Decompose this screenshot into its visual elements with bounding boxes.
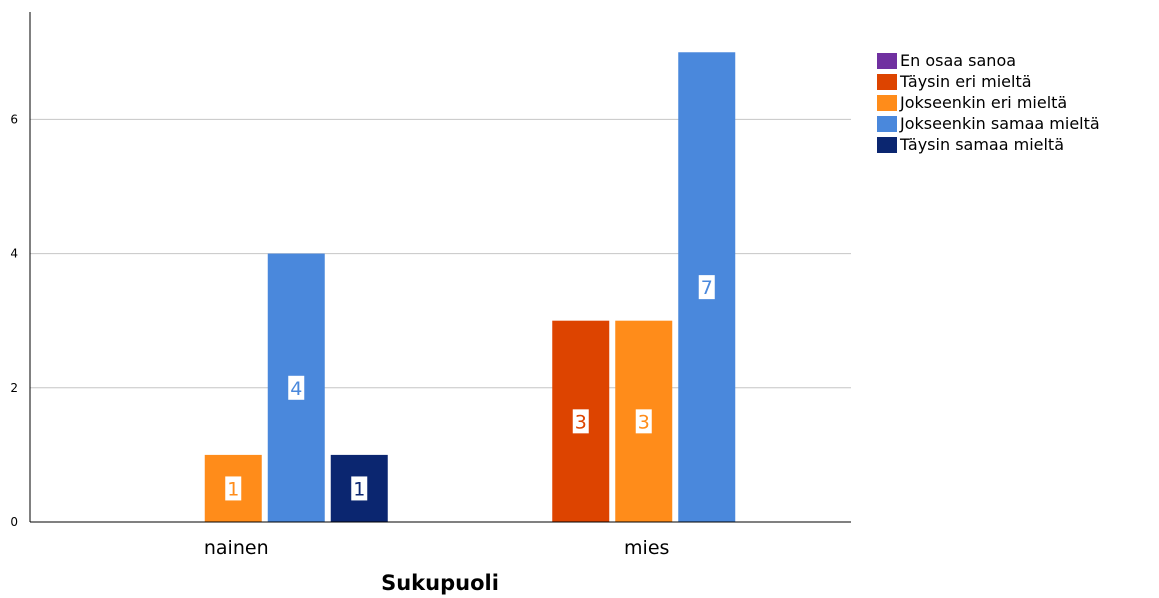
legend-item: Täysin eri mieltä bbox=[877, 71, 1100, 92]
legend-swatch bbox=[877, 115, 897, 132]
data-label-box bbox=[572, 409, 589, 434]
y-tick-label: 0 bbox=[10, 515, 18, 529]
legend-swatch bbox=[877, 52, 897, 69]
legend-label: En osaa sanoa bbox=[900, 51, 1017, 70]
data-label: 3 bbox=[575, 411, 587, 433]
legend-item: Jokseenkin eri mieltä bbox=[877, 92, 1100, 113]
y-tick-labels: 0 2 4 6 bbox=[10, 112, 18, 529]
y-tick-label: 2 bbox=[10, 381, 18, 395]
legend-item: En osaa sanoa bbox=[877, 50, 1100, 71]
x-axis-title: Sukupuoli bbox=[381, 571, 499, 595]
x-tick-label: nainen bbox=[204, 537, 269, 559]
legend: En osaa sanoa Täysin eri mieltä Jokseenkin… bbox=[877, 50, 1100, 155]
data-label: 7 bbox=[701, 277, 713, 299]
data-label-box bbox=[225, 476, 242, 501]
legend-label: Täysin samaa mieltä bbox=[900, 135, 1065, 154]
x-tick-labels: nainen mies bbox=[204, 537, 670, 559]
data-labels: 1 4 1 3 3 7 bbox=[225, 275, 715, 501]
legend-swatch bbox=[877, 94, 897, 111]
legend-label: Jokseenkin samaa mieltä bbox=[900, 114, 1100, 133]
y-tick-label: 4 bbox=[10, 247, 18, 261]
legend-swatch bbox=[877, 73, 897, 90]
axes bbox=[29, 12, 851, 523]
legend-swatch bbox=[877, 136, 897, 153]
bars bbox=[204, 52, 736, 523]
data-label: 4 bbox=[290, 378, 302, 400]
y-tick-label: 6 bbox=[10, 112, 18, 126]
legend-item: Jokseenkin samaa mieltä bbox=[877, 113, 1100, 134]
data-label: 3 bbox=[638, 411, 650, 433]
legend-label: Täysin eri mieltä bbox=[900, 72, 1032, 91]
legend-label: Jokseenkin eri mieltä bbox=[900, 93, 1068, 112]
data-label-box bbox=[351, 476, 368, 501]
legend-item: Täysin samaa mieltä bbox=[877, 134, 1100, 155]
data-label: 1 bbox=[227, 478, 239, 500]
data-label: 1 bbox=[353, 478, 365, 500]
data-label-box bbox=[288, 375, 305, 400]
data-label-box bbox=[635, 409, 652, 434]
x-tick-label: mies bbox=[624, 537, 669, 559]
data-label-box bbox=[698, 275, 715, 300]
